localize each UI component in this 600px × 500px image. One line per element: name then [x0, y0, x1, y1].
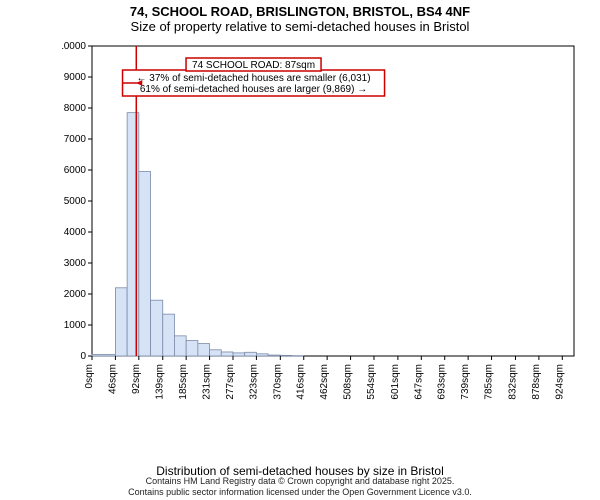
- footer-line2: Contains public sector information licen…: [0, 487, 600, 498]
- svg-text:277sqm: 277sqm: [225, 364, 236, 400]
- svg-text:139sqm: 139sqm: [155, 364, 166, 400]
- svg-text:647sqm: 647sqm: [413, 364, 424, 400]
- svg-text:185sqm: 185sqm: [178, 364, 189, 400]
- svg-text:462sqm: 462sqm: [319, 364, 330, 400]
- svg-text:878sqm: 878sqm: [531, 364, 542, 400]
- svg-text:5000: 5000: [64, 196, 87, 207]
- svg-text:924sqm: 924sqm: [554, 364, 565, 400]
- svg-text:74 SCHOOL ROAD: 87sqm: 74 SCHOOL ROAD: 87sqm: [192, 60, 315, 71]
- svg-text:7000: 7000: [64, 134, 87, 145]
- svg-text:601sqm: 601sqm: [390, 364, 401, 400]
- footer-attribution: Contains HM Land Registry data © Crown c…: [0, 476, 600, 498]
- svg-text:323sqm: 323sqm: [248, 364, 259, 400]
- svg-text:416sqm: 416sqm: [296, 364, 307, 400]
- svg-text:693sqm: 693sqm: [437, 364, 448, 400]
- chart-title-block: 74, SCHOOL ROAD, BRISLINGTON, BRISTOL, B…: [0, 0, 600, 34]
- chart-title-line2: Size of property relative to semi-detach…: [0, 19, 600, 34]
- svg-text:9000: 9000: [64, 72, 87, 83]
- svg-text:832sqm: 832sqm: [507, 364, 518, 400]
- svg-text:1000: 1000: [64, 320, 87, 331]
- chart-title-line1: 74, SCHOOL ROAD, BRISLINGTON, BRISTOL, B…: [0, 4, 600, 19]
- svg-text:← 37% of semi-detached houses: ← 37% of semi-detached houses are smalle…: [137, 73, 371, 84]
- svg-text:0sqm: 0sqm: [84, 364, 95, 388]
- svg-text:61% of semi-detached houses ar: 61% of semi-detached houses are larger (…: [140, 84, 367, 95]
- svg-text:2000: 2000: [64, 289, 87, 300]
- svg-text:46sqm: 46sqm: [107, 364, 118, 394]
- svg-text:6000: 6000: [64, 165, 87, 176]
- svg-text:4000: 4000: [64, 227, 87, 238]
- svg-text:3000: 3000: [64, 258, 87, 269]
- svg-text:739sqm: 739sqm: [460, 364, 471, 400]
- svg-text:92sqm: 92sqm: [131, 364, 142, 394]
- plot-container: 0 1000 2000 3000 4000 5000 6000 7000 8000 9000 100…: [62, 42, 582, 412]
- svg-text:554sqm: 554sqm: [366, 364, 377, 400]
- footer-line1: Contains HM Land Registry data © Crown c…: [0, 476, 600, 487]
- histogram-chart: 0 1000 2000 3000 4000 5000 6000 7000 8000 9000 100…: [62, 42, 582, 412]
- svg-text:785sqm: 785sqm: [484, 364, 495, 400]
- svg-text:231sqm: 231sqm: [202, 364, 213, 400]
- svg-text:508sqm: 508sqm: [343, 364, 354, 400]
- svg-text:0: 0: [80, 351, 86, 362]
- svg-text:10000: 10000: [62, 42, 86, 52]
- svg-text:8000: 8000: [64, 103, 87, 114]
- svg-text:370sqm: 370sqm: [272, 364, 283, 400]
